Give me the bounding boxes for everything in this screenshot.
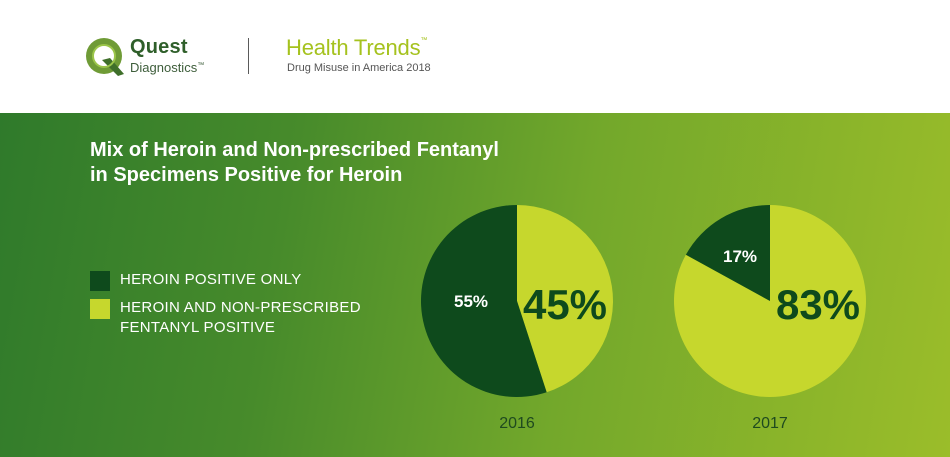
chart-title-line-1: Mix of Heroin and Non-prescribed Fentany…	[90, 139, 499, 161]
report-title: Health Trends™	[286, 35, 428, 60]
pie-2017-slice-1	[674, 205, 867, 397]
pie-2016-label-0: 55%	[454, 292, 488, 311]
legend-swatch-dark	[90, 271, 110, 291]
legend-label: HEROIN POSITIVE ONLY	[120, 271, 302, 288]
legend-label-line-1: HEROIN AND NON-PRESCRIBED	[120, 299, 361, 316]
pie-2016-slice-1	[517, 205, 614, 393]
header: Quest Diagnostics™ Health Trends™ Drug M…	[0, 0, 950, 113]
pie-2016-slice-0	[421, 205, 547, 398]
chart-title: Mix of Heroin and Non-prescribed Fentany…	[90, 138, 570, 188]
legend: HEROIN POSITIVE ONLY HEROIN AND NON-PRES…	[90, 270, 410, 346]
legend-item-heroin-fentanyl: HEROIN AND NON-PRESCRIBED FENTANYL POSIT…	[90, 298, 410, 338]
pie-2017-label-1: 83%	[776, 281, 860, 328]
brand-subtitle: Diagnostics™	[130, 60, 205, 75]
legend-item-heroin-only: HEROIN POSITIVE ONLY	[90, 270, 410, 291]
pie-year-label-2016: 2016	[499, 415, 535, 432]
pie-2017-label-0: 17%	[723, 247, 757, 266]
pie-year-label-2017: 2017	[752, 415, 788, 432]
header-divider	[248, 38, 249, 74]
brand-name: Quest	[130, 36, 188, 58]
legend-label-line-2: FENTANYL POSITIVE	[120, 319, 276, 336]
chart-title-line-2: in Specimens Positive for Heroin	[90, 164, 403, 186]
legend-swatch-lime	[90, 299, 110, 319]
pie-2016-label-1: 45%	[523, 281, 607, 328]
quest-logo-icon	[86, 38, 124, 76]
report-subtitle: Drug Misuse in America 2018	[287, 62, 431, 74]
pie-2017-slice-0	[685, 205, 770, 301]
